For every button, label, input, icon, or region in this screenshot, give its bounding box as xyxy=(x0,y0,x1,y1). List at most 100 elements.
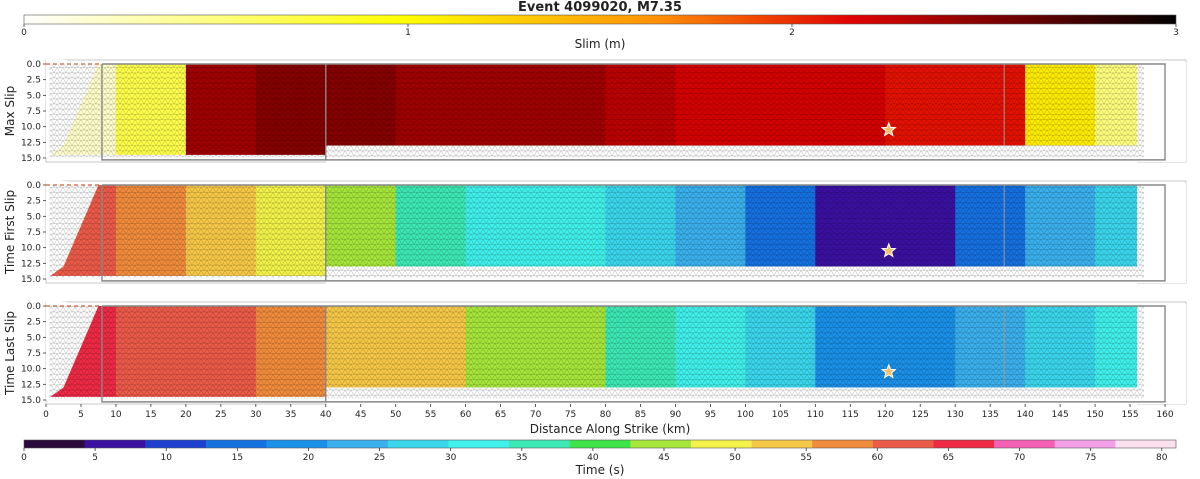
x-tick-label: 55 xyxy=(425,410,436,420)
y-tick-label: 2.5 xyxy=(27,197,41,207)
x-tick-label: 10 xyxy=(110,410,122,420)
y-axis-label: Max Slip xyxy=(3,86,17,137)
y-tick-label: 10.0 xyxy=(21,123,41,133)
x-tick-label: 135 xyxy=(982,410,999,420)
x-tick-label: 125 xyxy=(912,410,929,420)
fault-outline xyxy=(101,305,1166,403)
x-tick-label: 105 xyxy=(772,410,789,420)
x-tick-label: 90 xyxy=(670,410,682,420)
x-tick-label: 100 xyxy=(737,410,754,420)
y-tick-label: 2.5 xyxy=(27,76,41,86)
y-tick-label: 7.5 xyxy=(27,107,41,117)
slip-colorbar-tick-label: 1 xyxy=(405,28,411,38)
time-colorbar-bin xyxy=(387,440,449,448)
y-tick-label: 7.5 xyxy=(27,228,41,238)
x-tick-label: 50 xyxy=(390,410,402,420)
fault-outline xyxy=(101,184,1166,282)
x-tick-label: 30 xyxy=(250,410,262,420)
x-tick-label: 60 xyxy=(460,410,472,420)
time-colorbar-tick-label: 10 xyxy=(160,453,172,463)
time-colorbar-tick-label: 55 xyxy=(800,453,811,463)
y-tick-label: 15.0 xyxy=(21,275,41,285)
y-tick-label: 0.0 xyxy=(27,302,42,312)
time-colorbar-bin xyxy=(327,440,389,448)
mesh-overlay xyxy=(49,306,1145,399)
x-tick-label: 140 xyxy=(1017,410,1034,420)
fault-outline xyxy=(101,64,327,161)
y-tick-label: 12.5 xyxy=(21,259,41,269)
y-tick-label: 0.0 xyxy=(27,181,42,191)
x-tick-label: 75 xyxy=(565,410,576,420)
x-tick-label: 130 xyxy=(947,410,964,420)
y-axis-label: Time Last Slip xyxy=(3,311,17,396)
time-colorbar-tick-label: 25 xyxy=(374,453,385,463)
fault-panels: 0.0 2.5 5.0 7.5 10.0 12.5 15.0 Max Slip 0.0 2.5 5.… xyxy=(3,57,1187,420)
time-colorbar-bin xyxy=(1054,440,1116,448)
time-colorbar-bin xyxy=(690,440,752,448)
y-tick-label: 0.0 xyxy=(27,60,42,70)
y-tick-label: 10.0 xyxy=(21,244,41,254)
slip-colorbar-gradient xyxy=(23,14,1177,25)
fault-outline xyxy=(101,185,327,282)
fault-outline xyxy=(101,306,327,403)
time-colorbar-bin xyxy=(266,440,328,448)
slip-colorbar: 0 1 2 3 Slim (m) xyxy=(21,14,1179,51)
time-colorbar: 0 5 10 15 20 25 30 35 40 45 50 55 60 65 70 75 80 Time (s… xyxy=(21,439,1177,477)
y-tick-label: 2.5 xyxy=(27,318,41,328)
slip-colorbar-label: Slim (m) xyxy=(575,37,626,51)
time-colorbar-tick-label: 80 xyxy=(1156,453,1168,463)
time-colorbar-tick-label: 45 xyxy=(658,453,669,463)
panel-time-first-slip: 0.0 2.5 5.0 7.5 10.0 12.5 15.0 Time First Slip xyxy=(3,178,1187,286)
x-tick-label: 25 xyxy=(215,410,226,420)
time-colorbar-tick-label: 65 xyxy=(943,453,954,463)
y-tick-label: 5.0 xyxy=(27,212,42,222)
y-tick-label: 15.0 xyxy=(21,396,41,406)
time-colorbar-bin xyxy=(84,440,146,448)
x-tick-label: 45 xyxy=(355,410,366,420)
time-colorbar-bin xyxy=(24,440,85,448)
x-tick-label: 110 xyxy=(807,410,824,420)
time-colorbar-bin xyxy=(994,440,1056,448)
x-tick-label: 155 xyxy=(1121,410,1138,420)
time-colorbar-tick-label: 60 xyxy=(872,453,884,463)
time-colorbar-tick-label: 20 xyxy=(303,453,315,463)
y-tick-label: 7.5 xyxy=(27,349,41,359)
panel-time-last-slip: 0.0 2.5 5.0 7.5 10.0 12.5 15.0 Time Last Slip 0 5… xyxy=(3,299,1187,420)
x-tick-label: 160 xyxy=(1156,410,1173,420)
time-colorbar-tick-label: 75 xyxy=(1085,453,1096,463)
x-tick-label: 70 xyxy=(530,410,542,420)
y-axis-label: Time First Slip xyxy=(3,190,17,275)
hypocenter-star xyxy=(880,363,897,379)
time-colorbar-tick-label: 40 xyxy=(587,453,599,463)
x-tick-label: 65 xyxy=(495,410,506,420)
chart-title: Event 4099020, M7.35 xyxy=(518,0,682,15)
x-tick-label: 115 xyxy=(842,410,859,420)
time-colorbar-tick-label: 0 xyxy=(21,453,27,463)
outline-mask xyxy=(1137,183,1186,283)
x-tick-label: 0 xyxy=(43,410,49,420)
time-colorbar-tick-label: 30 xyxy=(445,453,457,463)
time-colorbar-bin xyxy=(751,440,813,448)
slip-colorbar-tick-label: 0 xyxy=(21,28,27,38)
time-colorbar-bin xyxy=(569,440,631,448)
y-tick-label: 12.5 xyxy=(21,138,41,148)
time-colorbar-tick-label: 15 xyxy=(232,453,243,463)
mesh-overlay xyxy=(49,185,1145,278)
slip-colorbar-ticks: 0 1 2 3 xyxy=(21,24,1179,38)
time-colorbar-bin xyxy=(205,440,267,448)
time-colorbar-bin xyxy=(933,440,995,448)
time-colorbar-bins xyxy=(23,439,1177,449)
time-colorbar-bin xyxy=(630,440,692,448)
x-axis-label: Distance Along Strike (km) xyxy=(530,422,691,436)
fault-outline xyxy=(101,63,1166,161)
time-colorbar-bin xyxy=(872,440,934,448)
mesh-overlay xyxy=(49,64,1145,157)
time-colorbar-border xyxy=(23,439,1177,449)
x-tick-label: 150 xyxy=(1086,410,1103,420)
x-tick-label: 5 xyxy=(78,410,84,420)
x-tick-label: 145 xyxy=(1052,410,1069,420)
panel-max-slip: 0.0 2.5 5.0 7.5 10.0 12.5 15.0 Max Slip xyxy=(3,57,1187,165)
x-tick-label: 85 xyxy=(635,410,646,420)
time-colorbar-tick-label: 35 xyxy=(516,453,527,463)
